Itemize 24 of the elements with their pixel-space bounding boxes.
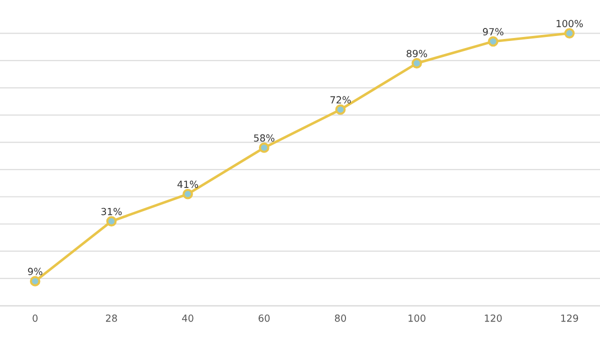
point bbox=[30, 276, 40, 286]
data-label: 100% bbox=[556, 20, 583, 28]
point bbox=[564, 28, 575, 39]
x-tick-label: 129 bbox=[561, 314, 578, 322]
point bbox=[412, 58, 422, 68]
x-tick-label: 120 bbox=[484, 314, 502, 322]
data-label: 41% bbox=[177, 180, 198, 188]
x-tick-label: 0 bbox=[32, 314, 38, 322]
x-tick-label: 28 bbox=[106, 314, 117, 322]
point bbox=[106, 216, 117, 226]
x-tick-label: 60 bbox=[258, 314, 270, 322]
data-label: 58% bbox=[254, 134, 274, 142]
x-tick-label: 40 bbox=[182, 314, 194, 322]
data-label: 31% bbox=[101, 208, 122, 216]
data-label: 9% bbox=[28, 268, 42, 276]
point bbox=[488, 36, 498, 47]
data-label: 72% bbox=[330, 96, 351, 104]
x-tick-label: 100 bbox=[408, 314, 426, 322]
data-label: 97% bbox=[482, 28, 504, 36]
x-tick-label: 80 bbox=[334, 314, 346, 322]
point bbox=[335, 104, 346, 115]
point bbox=[182, 188, 193, 200]
data-label: 89% bbox=[406, 50, 428, 58]
point bbox=[258, 142, 270, 153]
